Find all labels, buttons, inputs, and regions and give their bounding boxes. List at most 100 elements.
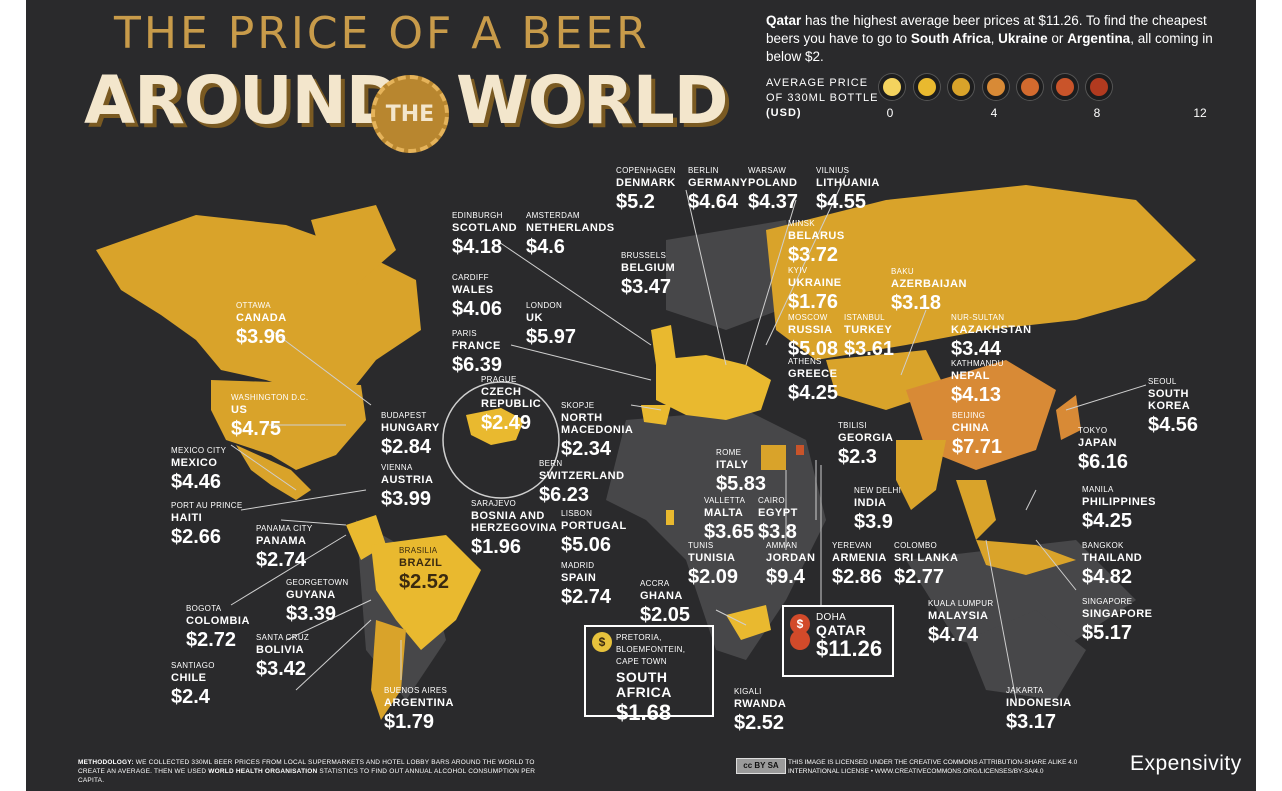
mexico-shape: [236, 445, 311, 500]
label-belarus: MINSK BELARUS $3.72: [788, 219, 845, 266]
callout-qatar: [782, 605, 894, 677]
title-world: WORLD: [456, 62, 729, 139]
label-poland: WARSAW POLAND $4.37: [748, 166, 799, 213]
label-south-africa: PRETORIA, BLOEMFONTEIN, CAPE TOWN SOUTH …: [616, 633, 686, 725]
label-guyana: GEORGETOWN GUYANA $3.39: [286, 578, 349, 625]
label-china: BEIJING CHINA $7.71: [952, 411, 1003, 458]
spain-shape: [641, 405, 671, 425]
label-north-macedonia: SKOPJE NORTH MACEDONIA $2.34: [561, 401, 634, 460]
label-hungary: BUDAPEST HUNGARY $2.84: [381, 411, 440, 458]
label-italy: ROME ITALY $5.83: [716, 448, 767, 495]
label-egypt: CAIRO EGYPT $3.8: [758, 496, 798, 543]
legend-swatch: [1017, 74, 1043, 100]
label-greece: ATHENS GREECE $4.25: [788, 357, 839, 404]
label-qatar: DOHA QATAR $11.26: [816, 612, 883, 661]
uk-shape: [651, 325, 676, 365]
callout-south-africa: [584, 625, 714, 717]
label-denmark: COPENHAGEN DENMARK $5.2: [616, 166, 676, 213]
label-colombia: BOGOTA COLOMBIA $2.72: [186, 604, 250, 651]
label-malaysia: KUALA LUMPUR MALAYSIA $4.74: [928, 599, 994, 646]
title-around: AROUND: [84, 62, 401, 139]
label-us: WASHINGTON D.C. US $4.75: [231, 393, 309, 440]
label-singapore: SINGAPORE SINGAPORE $5.17: [1082, 597, 1153, 644]
coin-stack-icon: [790, 630, 810, 650]
coin-icon: $: [592, 632, 612, 652]
bottle-cap-logo: THE: [371, 75, 449, 153]
label-nepal: KATHMANDU NEPAL $4.13: [951, 359, 1004, 406]
europe-shape: [656, 355, 771, 420]
legend-tick: 12: [1193, 106, 1207, 120]
label-south-korea: SEOUL SOUTH KOREA $4.56: [1148, 377, 1199, 436]
central-europe-inset: [442, 381, 560, 499]
label-kazakhstan: NUR-SULTAN KAZAKHSTAN $3.44: [951, 313, 1032, 360]
legend-swatch: [913, 74, 940, 100]
egypt-shape: [761, 445, 786, 470]
label-brazil: BRASILIA BRAZIL $2.52: [399, 546, 450, 593]
label-portugal: LISBON PORTUGAL $5.06: [561, 509, 627, 556]
india-shape: [896, 440, 946, 510]
label-ukraine: KYIV UKRAINE $1.76: [788, 266, 842, 313]
label-bosnia: SARAJEVO BOSNIA AND HERZEGOVINA $1.96: [471, 499, 558, 558]
label-spain: MADRID SPAIN $2.74: [561, 561, 612, 608]
cc-license-badge[interactable]: cc BY SA: [736, 758, 786, 774]
label-rwanda: KIGALI RWANDA $2.52: [734, 687, 787, 734]
license-text: THIS IMAGE IS LICENSED UNDER THE CREATIV…: [788, 759, 1078, 775]
legend-swatch: [1086, 74, 1112, 100]
label-argentina: BUENOS AIRES ARGENTINA $1.79: [384, 686, 454, 733]
label-thailand: BANGKOK THAILAND $4.82: [1082, 541, 1143, 588]
brazil-shape: [371, 535, 481, 650]
label-ghana: ACCRA GHANA $2.05: [640, 579, 691, 626]
label-armenia: YEREVAN ARMENIA $2.86: [832, 541, 887, 588]
label-chile: SANTIAGO CHILE $2.4: [171, 661, 215, 708]
label-india: NEW DELHI INDIA $3.9: [854, 486, 902, 533]
legend-swatch: [1051, 74, 1078, 100]
label-austria: VIENNA AUSTRIA $3.99: [381, 463, 434, 510]
label-mexico: MEXICO CITY MEXICO $4.46: [171, 446, 227, 493]
legend-swatch: [982, 74, 1009, 100]
label-tunisia: TUNIS TUNISIA $2.09: [688, 541, 739, 588]
label-panama: PANAMA CITY PANAMA $2.74: [256, 524, 313, 571]
label-sri-lanka: COLOMBO SRI LANKA $2.77: [894, 541, 959, 588]
legend-tick: 8: [1093, 106, 1101, 120]
legend-swatch: [879, 74, 905, 100]
intro-text: Qatar has the highest average beer price…: [766, 13, 1213, 64]
label-bolivia: SANTA CRUZ BOLIVIA $3.42: [256, 633, 310, 680]
legend-title: AVERAGE PRICE OF 330ML BOTTLE (USD): [766, 77, 879, 119]
label-netherlands: AMSTERDAM NETHERLANDS $4.6: [526, 211, 615, 258]
label-wales: CARDIFF WALES $4.06: [452, 273, 503, 320]
argentina-shape: [371, 620, 406, 720]
world-map: [96, 174, 1196, 720]
methodology-note: METHODOLOGY: WE COLLECTED 330ML BEER PRI…: [78, 759, 536, 784]
brand-logo: Expensivity: [1130, 752, 1242, 775]
label-czech-republic: PRAGUE CZECH REPUBLIC $2.49: [481, 375, 542, 434]
label-jordan: AMMAN JORDAN $9.4: [766, 541, 816, 588]
label-germany: BERLIN GERMANY $4.64: [688, 166, 748, 213]
legend-swatch: [948, 74, 974, 100]
label-georgia: TBILISI GEORGIA $2.3: [838, 421, 894, 468]
title-line1: THE PRICE OF A BEER: [114, 8, 650, 59]
jordan-shape: [796, 445, 804, 455]
legend-tick: 4: [990, 106, 998, 120]
japan-shape: [1056, 395, 1081, 440]
title-the: THE: [385, 101, 435, 127]
label-scotland: EDINBURGH SCOTLAND $4.18: [452, 211, 518, 258]
label-azerbaijan: BAKU AZERBAIJAN $3.18: [891, 267, 967, 314]
legend-tick: 0: [886, 106, 894, 120]
label-france: PARIS FRANCE $6.39: [452, 329, 503, 376]
south-africa-shape: [726, 605, 771, 640]
label-russia: MOSCOW RUSSIA $5.08: [788, 313, 839, 360]
label-indonesia: JAKARTA INDONESIA $3.17: [1006, 686, 1072, 733]
label-philippines: MANILA PHILIPPINES $4.25: [1082, 485, 1156, 532]
inset-countries: [466, 408, 524, 445]
label-malta: VALLETTA MALTA $3.65: [704, 496, 755, 543]
label-canada: OTTAWA CANADA $3.96: [236, 301, 287, 348]
map-canvas: THE PRICE OF A BEER AROUND THE WORLD Qat…: [26, 0, 1256, 791]
label-switzerland: BERN SWITZERLAND $6.23: [539, 459, 625, 506]
label-lithuania: VILNIUS LITHUANIA $4.55: [816, 166, 880, 213]
label-japan: TOKYO JAPAN $6.16: [1078, 426, 1129, 473]
ghana-shape: [666, 510, 674, 525]
indonesia-shape: [976, 540, 1076, 575]
label-belgium: BRUSSELS BELGIUM $3.47: [621, 251, 676, 298]
label-haiti: PORT AU PRINCE HAITI $2.66: [171, 501, 243, 548]
se-asia-shape: [956, 480, 996, 540]
